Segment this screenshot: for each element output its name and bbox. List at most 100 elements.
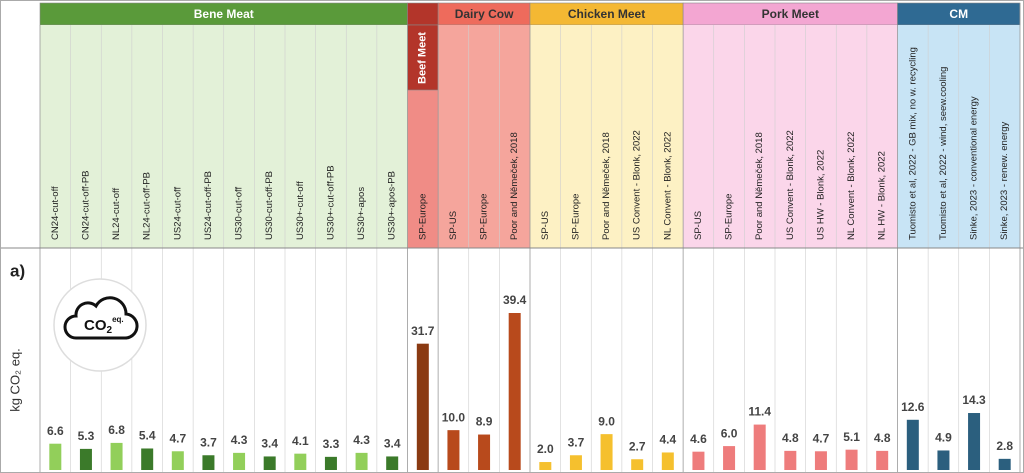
category-label: Sinke, 2023 - renew. energy — [999, 121, 1010, 240]
value-label: 6.8 — [108, 423, 125, 437]
value-label: 5.4 — [139, 429, 156, 443]
bar — [171, 451, 184, 470]
bar — [324, 456, 337, 470]
value-label: 11.4 — [748, 405, 771, 419]
group-label: Bene Meat — [194, 7, 254, 21]
icon-text: CO2eq. — [84, 315, 124, 336]
category-label: CN24-cut-off-PB — [80, 170, 91, 240]
bar — [508, 313, 521, 470]
category-label: US30+-apos-PB — [387, 171, 398, 240]
category-label: SP-Europe — [479, 194, 490, 240]
value-label: 8.9 — [476, 415, 493, 429]
value-label: 3.7 — [568, 435, 585, 449]
value-label: 39.4 — [503, 293, 527, 307]
value-label: 2.8 — [996, 439, 1013, 453]
bar — [79, 448, 92, 470]
category-label: NL Convent - Blonk, 2022 — [846, 132, 857, 240]
category-label: SP-US — [448, 211, 459, 240]
bar — [416, 343, 429, 470]
bar — [294, 453, 307, 470]
value-label: 6.6 — [47, 424, 64, 438]
category-label: US30-cut-off — [234, 186, 245, 240]
value-label: 3.3 — [323, 437, 340, 451]
icon-main: CO — [84, 317, 107, 334]
bar — [876, 450, 889, 470]
bar — [692, 451, 705, 470]
icon-sub: 2 — [107, 325, 113, 336]
bar — [202, 455, 215, 470]
category-label: Poor and Němeček, 2018 — [601, 132, 612, 240]
bar — [937, 450, 950, 470]
annotation: a) — [10, 261, 25, 280]
bar — [263, 456, 276, 470]
value-label: 4.4 — [659, 433, 676, 447]
category-label: Tuomisto et al, 2022 - wind, seew.coolin… — [938, 67, 949, 240]
bar — [233, 452, 246, 470]
bar — [661, 452, 674, 470]
bar — [723, 446, 736, 470]
category-label: US30+-cut-off-PB — [325, 165, 336, 240]
value-label: 4.3 — [353, 433, 370, 447]
bar — [814, 451, 827, 470]
icon-circle — [53, 278, 147, 372]
column-background — [438, 25, 530, 248]
value-label: 3.7 — [200, 435, 217, 449]
group-label: Chicken Meet — [568, 7, 645, 21]
bar — [110, 442, 123, 470]
value-label: 5.3 — [78, 429, 95, 443]
category-label: US HW - Blonk, 2022 — [815, 150, 826, 240]
column-background — [530, 25, 684, 248]
bar — [49, 443, 62, 470]
value-label: 9.0 — [598, 414, 615, 428]
category-label: Tuomisto et al, 2022 - GB mix, no w. rec… — [907, 47, 918, 240]
icon-cloud — [63, 296, 139, 340]
value-label: 4.6 — [690, 432, 707, 446]
bar — [141, 448, 154, 470]
value-label: 3.4 — [384, 437, 401, 451]
icon-sup: eq. — [112, 315, 124, 324]
category-label: SP-Europe — [724, 194, 735, 240]
value-label: 4.7 — [169, 431, 186, 445]
value-label: 10.0 — [442, 410, 466, 424]
bar — [845, 449, 858, 470]
category-label: Poor and Němeček, 2018 — [509, 132, 520, 240]
bar — [355, 452, 368, 470]
category-label: NL Convent - Blonk, 2022 — [662, 132, 673, 240]
bar — [753, 424, 766, 470]
category-label: SP-Europe — [570, 194, 581, 240]
category-label: CN24-cut-off — [50, 186, 61, 240]
value-label: 4.8 — [874, 431, 891, 445]
category-label: SP-Europe — [417, 194, 428, 240]
category-label: US Convent - Blonk, 2022 — [632, 130, 643, 240]
value-label: 4.9 — [935, 431, 952, 445]
bar — [998, 458, 1011, 470]
bar — [600, 434, 613, 470]
value-label: 4.8 — [782, 431, 799, 445]
category-label: US30+-apos — [356, 187, 367, 240]
category-label: US24-cut-off-PB — [203, 171, 214, 240]
value-label: 4.7 — [813, 431, 830, 445]
bar — [478, 434, 491, 470]
category-label: Poor and Němeček, 2018 — [754, 132, 765, 240]
category-label: Sinke, 2023 - conventional energy — [969, 96, 980, 240]
value-label: 12.6 — [901, 400, 925, 414]
value-label: 14.3 — [962, 393, 986, 407]
bar — [539, 462, 552, 470]
group-label: Dairy Cow — [455, 7, 514, 21]
group-header — [407, 24, 439, 91]
bar — [447, 430, 460, 470]
column-background — [683, 25, 898, 248]
category-label: SP-US — [693, 211, 704, 240]
group-label: Pork Meet — [762, 7, 819, 21]
value-label: 4.3 — [231, 433, 248, 447]
category-label: NL24-cut-off — [111, 188, 122, 240]
group-label: Beef Meet — [417, 32, 429, 84]
value-label: 31.7 — [411, 324, 435, 338]
bar — [631, 459, 644, 470]
value-label: 3.4 — [261, 437, 278, 451]
category-label: US30+-cut-off — [295, 181, 306, 240]
y-axis-label: kg CO₂ eq. — [7, 348, 22, 412]
value-label: 5.1 — [843, 430, 860, 444]
value-label: 2.7 — [629, 439, 646, 453]
